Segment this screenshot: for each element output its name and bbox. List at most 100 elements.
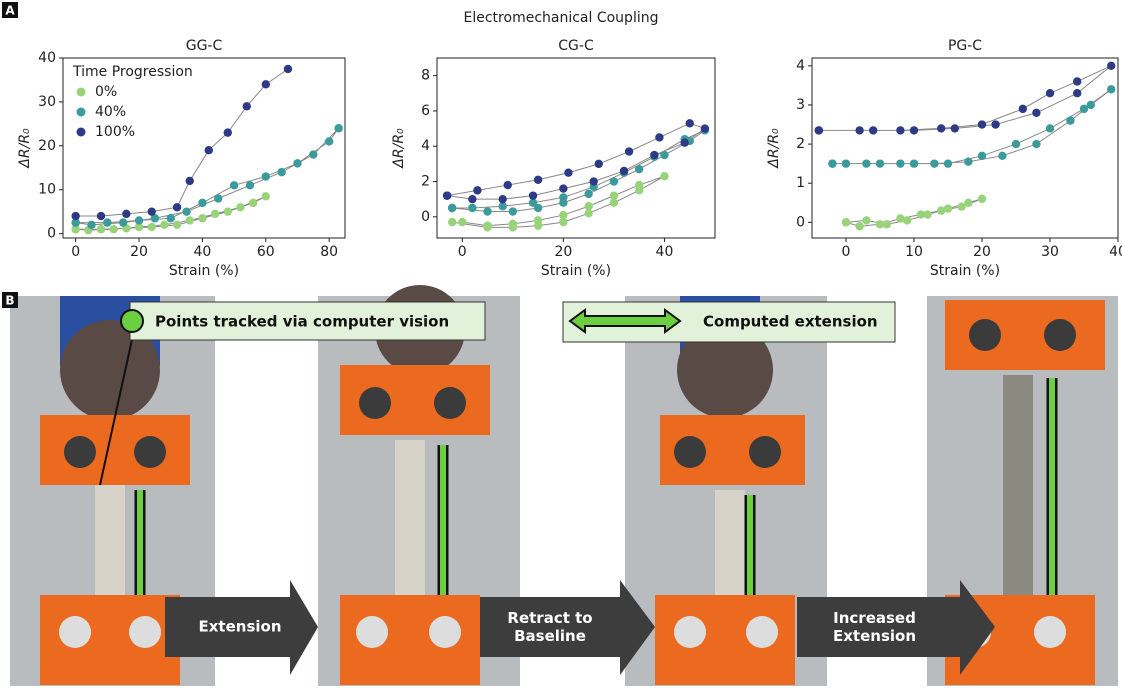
step-label: Extension [199, 618, 282, 636]
data-point [224, 207, 232, 215]
x-tick-label: 30 [1041, 244, 1059, 260]
series-line [76, 128, 339, 225]
legend-label: 40% [95, 104, 126, 120]
data-point [584, 190, 592, 198]
data-point [214, 194, 222, 202]
data-point [998, 152, 1006, 160]
data-point [71, 212, 79, 220]
grip-top [40, 415, 190, 485]
data-point [842, 159, 850, 167]
data-point [944, 159, 952, 167]
y-tick-label: 6 [421, 103, 430, 119]
bolt [749, 436, 781, 468]
bolt [434, 387, 466, 419]
data-point [869, 126, 877, 134]
data-point [473, 186, 481, 194]
y-tick-label: 0 [796, 214, 805, 230]
y-tick-label: 2 [796, 136, 805, 152]
data-point [701, 124, 709, 132]
data-point [230, 181, 238, 189]
bolt [359, 387, 391, 419]
data-point [610, 177, 618, 185]
data-point [876, 220, 884, 228]
data-point [504, 181, 512, 189]
y-tick-label: 0 [421, 209, 430, 225]
data-point [167, 214, 175, 222]
data-point [1032, 109, 1040, 117]
data-point [1046, 89, 1054, 97]
bolt [59, 616, 91, 648]
data-point [855, 222, 863, 230]
x-tick-label: 40 [1109, 244, 1122, 260]
sample [715, 490, 745, 595]
data-point [246, 181, 254, 189]
data-point [97, 212, 105, 220]
data-point [529, 191, 537, 199]
data-point [236, 203, 244, 211]
data-point [957, 202, 965, 210]
data-point [534, 176, 542, 184]
data-point [862, 216, 870, 224]
data-point [1080, 105, 1088, 113]
data-point [448, 218, 456, 226]
y-tick-label: 10 [38, 182, 56, 198]
data-point [559, 193, 567, 201]
legend-swatch [77, 128, 86, 137]
bolt [1044, 319, 1076, 351]
data-point [509, 207, 517, 215]
y-tick-label: 0 [47, 226, 56, 242]
legend-label: 100% [95, 124, 135, 140]
callout-text: Computed extension [703, 313, 878, 331]
data-point [483, 221, 491, 229]
legend-label: 0% [95, 84, 117, 100]
data-point [1032, 140, 1040, 148]
x-tick-label: 20 [554, 244, 572, 260]
series-line [452, 176, 664, 227]
data-point [284, 65, 292, 73]
chart-title: CG-C [558, 38, 594, 54]
step-label: Increased Extension [797, 600, 952, 654]
data-point [262, 172, 270, 180]
data-point [910, 159, 918, 167]
bolt [1034, 616, 1066, 648]
step-label-wrap: Increased Extension [797, 600, 952, 654]
data-point [620, 167, 628, 175]
y-axis-label: ΔR/R₀ [766, 128, 782, 169]
data-point [135, 216, 143, 224]
charts: GG-CStrain (%)ΔR/R₀020406080010203040Tim… [17, 38, 1122, 279]
data-point [1066, 116, 1074, 124]
data-point [896, 126, 904, 134]
data-point [293, 159, 301, 167]
data-point [448, 204, 456, 212]
bolt [746, 616, 778, 648]
bolt [134, 436, 166, 468]
bolt [429, 616, 461, 648]
data-point [964, 157, 972, 165]
data-point [468, 204, 476, 212]
panel-label: B [5, 294, 14, 308]
data-point [937, 124, 945, 132]
photo-panel: B Points tracked via computer vision Com… [0, 285, 1122, 690]
figure-title: Electromechanical Coupling [464, 10, 659, 26]
y-tick-label: 20 [38, 138, 56, 154]
x-axis-label: Strain (%) [169, 263, 239, 279]
data-point [1046, 124, 1054, 132]
data-point [182, 207, 190, 215]
data-point [205, 146, 213, 154]
data-point [917, 210, 925, 218]
y-axis-label: ΔR/R₀ [17, 128, 33, 169]
legend-swatch [77, 108, 86, 117]
x-tick-label: 0 [842, 244, 851, 260]
data-point [815, 126, 823, 134]
data-point [103, 218, 111, 226]
series-line [447, 123, 705, 199]
bolt [356, 616, 388, 648]
grip-bottom [40, 595, 180, 685]
bolt [674, 616, 706, 648]
callout-text: Points tracked via computer vision [155, 313, 449, 331]
data-point [655, 133, 663, 141]
data-point [87, 221, 95, 229]
data-point [862, 159, 870, 167]
data-point [910, 126, 918, 134]
x-tick-label: 60 [257, 244, 275, 260]
